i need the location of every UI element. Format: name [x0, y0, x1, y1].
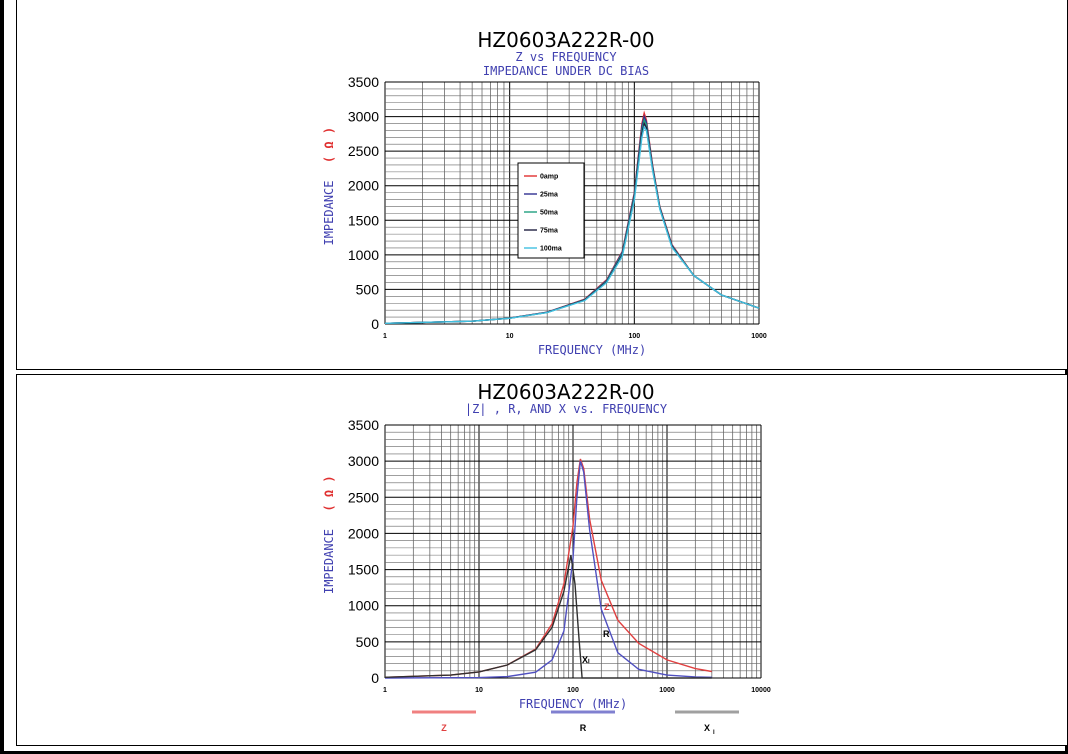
- y-axis-label: IMPEDANCE ( Ω ): [322, 127, 336, 246]
- series-line-5: [384, 125, 760, 324]
- y-tick-label: 2000: [348, 525, 379, 541]
- x-tick-label: 10000: [751, 687, 771, 694]
- y-tick-label: 3500: [348, 74, 379, 90]
- x-tick-label: 1: [383, 333, 387, 340]
- legend: 0amp 25ma 50ma 75ma 100ma: [517, 162, 585, 259]
- x-tick-label: 100: [567, 687, 579, 694]
- legend-label: 100ma: [540, 246, 562, 253]
- x-tick-label: 10: [506, 333, 514, 340]
- x-axis-label: FREQUENCY (MHz): [519, 697, 627, 711]
- y-tick-label: 2500: [348, 489, 379, 505]
- y-axis-label: IMPEDANCE ( Ω ): [322, 475, 336, 594]
- y-tick-label: 0: [371, 316, 379, 332]
- zrx-chart-panel: HZ0603A222R-00 |Z| , R, AND X vs. FREQUEN…: [16, 374, 1068, 746]
- chart-subtitle-2: IMPEDANCE UNDER DC BIAS: [483, 64, 649, 78]
- y-axis-label-unit: ( Ω ): [322, 475, 336, 511]
- legend-label: X: [704, 723, 710, 733]
- zrx-impedance-chart: HZ0603A222R-00|Z| , R, AND X vs. FREQUEN…: [322, 380, 771, 736]
- left-frame-border: [0, 0, 4, 754]
- chart-subtitle: Z vs FREQUENCY: [515, 50, 617, 64]
- legend-label: R: [580, 723, 587, 733]
- x-tick-label: 1: [383, 687, 387, 694]
- series-label-xl: Xₗ: [582, 655, 590, 665]
- chart-title: HZ0603A222R-00: [477, 380, 654, 404]
- y-tick-label: 3000: [348, 109, 379, 125]
- x-tick-label: 1000: [659, 687, 675, 694]
- y-axis-label-unit: ( Ω ): [322, 127, 336, 163]
- y-tick-label: 2500: [348, 143, 379, 159]
- x-tick-label: 10: [475, 687, 483, 694]
- y-tick-label: 0: [371, 670, 379, 686]
- y-tick-label: 3500: [348, 417, 379, 433]
- chart-title: HZ0603A222R-00: [477, 28, 654, 52]
- chart-subtitle: |Z| , R, AND X vs. FREQUENCY: [465, 402, 668, 416]
- y-tick-label: 500: [356, 281, 380, 297]
- grid: [384, 424, 762, 679]
- legend-label: 25ma: [540, 192, 558, 199]
- legend-box: [517, 162, 585, 259]
- series-line-3: [384, 554, 712, 679]
- legend-label: 75ma: [540, 228, 558, 235]
- y-tick-label: 500: [356, 634, 380, 650]
- bottom-frame-border: [0, 751, 1068, 754]
- series-line-2: [384, 460, 712, 679]
- x-tick-label: 100: [628, 333, 640, 340]
- x-tick-label: 1000: [751, 333, 767, 340]
- y-tick-label: 3000: [348, 453, 379, 469]
- y-axis-label-text: IMPEDANCE: [322, 529, 336, 594]
- legend-label: 50ma: [540, 210, 558, 217]
- y-tick-label: 1500: [348, 212, 379, 228]
- y-tick-label: 2000: [348, 178, 379, 194]
- y-tick-label: 1000: [348, 598, 379, 614]
- y-tick-label: 1500: [348, 562, 379, 578]
- x-axis-label: FREQUENCY (MHz): [538, 343, 646, 357]
- y-tick-label: 1000: [348, 247, 379, 263]
- legend-label: 0amp: [540, 174, 558, 181]
- dc-bias-chart-panel: HZ0603A222R-00 Z vs FREQUENCY IMPEDANCE UN…: [16, 0, 1068, 370]
- series-label-z: Z: [604, 602, 610, 612]
- legend-label-subscript: l: [713, 730, 715, 736]
- y-axis-label-text: IMPEDANCE: [322, 180, 336, 245]
- legend-label: Z: [441, 723, 447, 733]
- series-label-r: R: [603, 629, 610, 639]
